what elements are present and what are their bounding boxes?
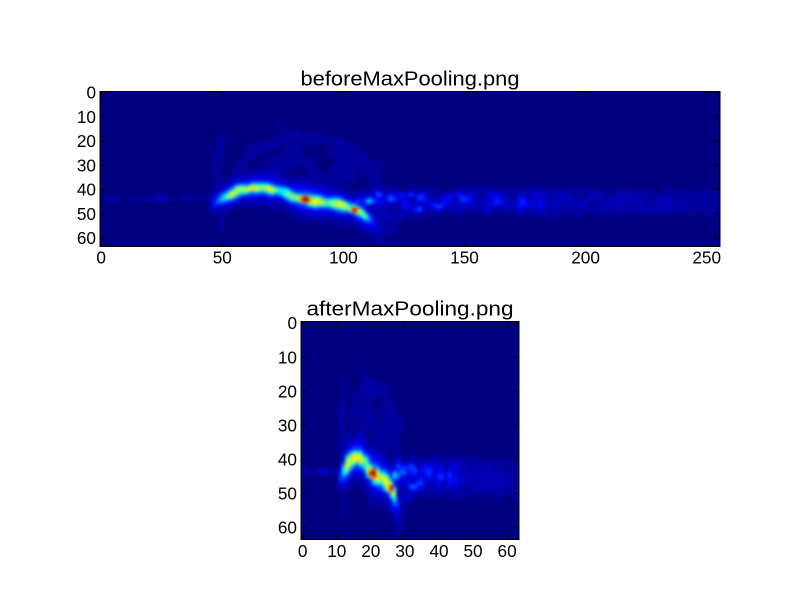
svg-text:0: 0 <box>298 541 308 561</box>
svg-text:40: 40 <box>278 450 297 470</box>
svg-text:250: 250 <box>692 248 721 268</box>
svg-text:10: 10 <box>77 107 96 127</box>
svg-text:20: 20 <box>361 541 380 561</box>
svg-text:0: 0 <box>86 83 96 103</box>
svg-text:150: 150 <box>450 248 479 268</box>
svg-text:20: 20 <box>278 381 297 401</box>
svg-text:60: 60 <box>278 518 297 538</box>
svg-text:50: 50 <box>463 541 482 561</box>
svg-text:0: 0 <box>96 248 106 268</box>
svg-text:50: 50 <box>213 248 232 268</box>
svg-text:200: 200 <box>571 248 600 268</box>
svg-text:10: 10 <box>327 541 346 561</box>
svg-text:10: 10 <box>278 347 297 367</box>
svg-text:afterMaxPooling.png: afterMaxPooling.png <box>307 299 514 321</box>
svg-text:100: 100 <box>329 248 358 268</box>
svg-text:30: 30 <box>395 541 414 561</box>
svg-text:50: 50 <box>77 204 96 224</box>
svg-text:30: 30 <box>77 155 96 175</box>
svg-text:0: 0 <box>287 313 297 333</box>
svg-text:40: 40 <box>77 180 96 200</box>
svg-text:40: 40 <box>429 541 448 561</box>
svg-text:20: 20 <box>77 131 96 151</box>
svg-text:30: 30 <box>278 415 297 435</box>
svg-text:beforeMaxPooling.png: beforeMaxPooling.png <box>301 69 520 91</box>
svg-text:60: 60 <box>498 541 517 561</box>
svg-text:50: 50 <box>278 484 297 504</box>
svg-text:60: 60 <box>77 228 96 248</box>
